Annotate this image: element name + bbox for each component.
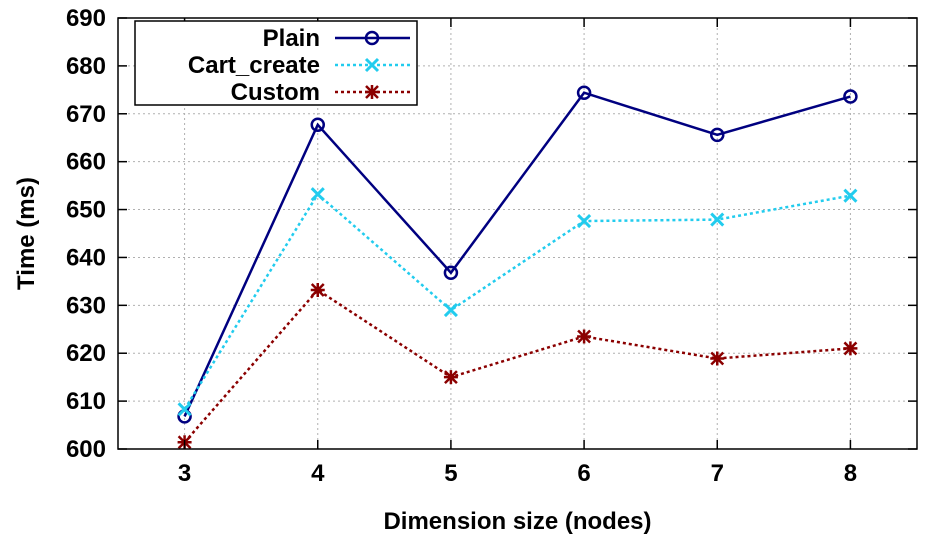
x-tick-label: 6 xyxy=(577,460,590,487)
data-point-x xyxy=(310,187,325,202)
legend-label: Plain xyxy=(263,25,320,52)
data-point-x xyxy=(443,303,458,318)
data-point-x xyxy=(577,213,592,229)
x-tick-label: 5 xyxy=(444,460,457,487)
data-point-circle xyxy=(843,89,858,104)
y-tick-label: 650 xyxy=(66,197,106,224)
legend-label: Custom xyxy=(231,79,320,106)
data-point-circle xyxy=(576,85,592,100)
y-axis-title: Time (ms) xyxy=(13,177,40,290)
series-layer xyxy=(177,85,858,450)
x-tick-label: 8 xyxy=(844,460,857,487)
data-point-star xyxy=(365,85,379,99)
series-line xyxy=(183,91,851,417)
x-tick-label: 4 xyxy=(311,460,325,487)
y-tick-label: 600 xyxy=(66,436,106,463)
y-tick-label: 630 xyxy=(66,292,106,319)
series-cart-create xyxy=(177,187,858,417)
data-point-star xyxy=(843,341,858,356)
data-point-star xyxy=(710,351,725,366)
y-tick-label: 670 xyxy=(66,101,106,128)
data-point-circle xyxy=(443,265,459,281)
legend-label: Cart_create xyxy=(188,52,320,79)
y-tick-label: 680 xyxy=(66,53,106,80)
data-point-x xyxy=(177,402,192,417)
series-line xyxy=(183,192,851,410)
data-point-star xyxy=(443,370,458,385)
ticks xyxy=(118,17,917,450)
plot-frame xyxy=(117,17,918,450)
tick-labels: 600 610 620 630 640 650 660 670 680 690 3 4 5 6 7 8 xyxy=(66,5,857,487)
data-point-x xyxy=(710,212,725,227)
data-point-circle xyxy=(710,127,725,143)
data-point-circle xyxy=(310,117,325,133)
y-tick-label: 610 xyxy=(66,388,106,415)
data-point-star xyxy=(310,283,325,298)
series-line xyxy=(183,288,851,444)
series-plain xyxy=(177,85,858,424)
series-custom xyxy=(177,283,858,450)
x-tick-label: 7 xyxy=(711,460,724,487)
y-tick-label: 620 xyxy=(66,340,106,367)
data-point-circle xyxy=(364,30,380,46)
data-point-star xyxy=(577,329,592,344)
y-tick-label: 690 xyxy=(66,5,106,32)
data-point-x xyxy=(843,188,858,203)
data-point-x xyxy=(364,57,380,73)
x-tick-label: 3 xyxy=(178,460,191,487)
y-tick-label: 660 xyxy=(66,149,106,176)
y-tick-label: 640 xyxy=(66,244,106,271)
x-axis-title: Dimension size (nodes) xyxy=(383,508,651,534)
